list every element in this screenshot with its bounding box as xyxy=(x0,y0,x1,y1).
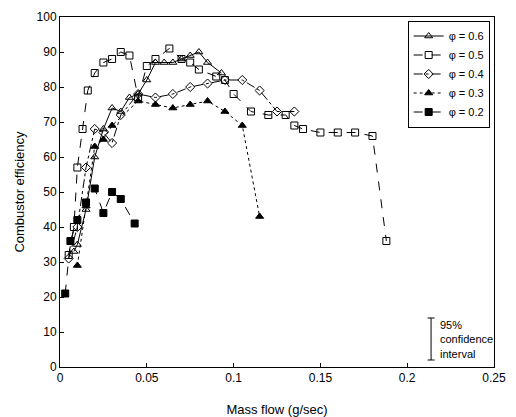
svg-text:100: 100 xyxy=(37,10,57,24)
svg-text:0.25: 0.25 xyxy=(482,371,506,385)
svg-text:φ = 0.3: φ = 0.3 xyxy=(449,87,484,99)
svg-text:Mass flow (g/sec): Mass flow (g/sec) xyxy=(226,402,327,417)
svg-text:0.2: 0.2 xyxy=(399,371,416,385)
svg-text:φ = 0.2: φ = 0.2 xyxy=(449,106,484,118)
svg-text:80: 80 xyxy=(43,80,57,94)
svg-text:0: 0 xyxy=(57,371,64,385)
svg-text:40: 40 xyxy=(43,220,57,234)
svg-text:30: 30 xyxy=(43,255,57,269)
svg-text:0.15: 0.15 xyxy=(309,371,333,385)
svg-text:Combustor efficiency: Combustor efficiency xyxy=(12,131,27,253)
svg-text:0.05: 0.05 xyxy=(135,371,159,385)
svg-text:70: 70 xyxy=(43,115,57,129)
svg-text:φ = 0.6: φ = 0.6 xyxy=(449,30,484,42)
svg-text:60: 60 xyxy=(43,150,57,164)
svg-text:0: 0 xyxy=(50,360,57,374)
svg-text:φ = 0.5: φ = 0.5 xyxy=(449,49,484,61)
svg-text:φ = 0.4: φ = 0.4 xyxy=(449,68,484,80)
svg-text:0.1: 0.1 xyxy=(225,371,242,385)
svg-text:50: 50 xyxy=(43,185,57,199)
svg-text:20: 20 xyxy=(43,290,57,304)
svg-text:95%confidenceinterval: 95%confidenceinterval xyxy=(440,319,493,360)
svg-text:10: 10 xyxy=(43,325,57,339)
svg-text:90: 90 xyxy=(43,45,57,59)
